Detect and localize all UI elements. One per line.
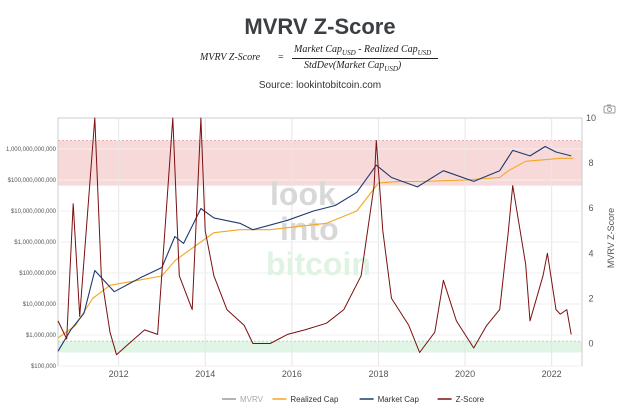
- right-axis-label: MVRV Z-Score: [606, 208, 616, 268]
- legend-item-mvrv[interactable]: MVRV: [222, 395, 264, 404]
- legend-item-realized-cap[interactable]: Realized Cap: [272, 395, 339, 404]
- legend-item-z-score[interactable]: Z-Score: [437, 395, 485, 404]
- formula-num-a: Market Cap: [294, 44, 343, 55]
- x-tick-label: 2022: [542, 369, 562, 379]
- watermark-into: into: [280, 211, 339, 247]
- x-tick-label: 2014: [195, 369, 215, 379]
- formula-den-close: ): [397, 60, 402, 71]
- y-right-tick-label: 10: [586, 113, 596, 123]
- grid-layer: [57, 117, 583, 367]
- y-left-tick-label: $1,000,000,000: [14, 240, 56, 246]
- formula-numerator: Market CapUSD - Realized CapUSD: [294, 44, 431, 57]
- formula-num-a-sub: USD: [342, 49, 356, 57]
- formula-lhs: MVRV Z-Score: [200, 52, 261, 63]
- watermark-bitcoin: bitcoin: [266, 246, 371, 282]
- y-left-tick-label: $100,000: [31, 364, 57, 370]
- x-tick-label: 2012: [109, 369, 129, 379]
- legend-label-z-score: Z-Score: [456, 395, 485, 404]
- watermark-look: look: [270, 176, 336, 212]
- x-tick-label: 2018: [368, 369, 388, 379]
- formula-denominator: StdDev(Market CapUSD): [304, 60, 401, 73]
- formula-fraction-bar: [292, 58, 438, 59]
- formula-minus: -: [355, 44, 365, 55]
- y-right-tick-label: 2: [588, 293, 593, 303]
- formula-num-b-sub: USD: [417, 49, 432, 57]
- formula-den-sub: USD: [384, 65, 398, 73]
- y-right-tick-label: 4: [588, 248, 593, 258]
- y-left-tick-label: $10,000,000,000: [11, 209, 57, 215]
- y-right-tick-label: 6: [588, 203, 593, 213]
- series-line-z-score: [57, 117, 572, 356]
- y-left-tick-label: $1,000,000: [26, 333, 57, 339]
- legend-label-realized-cap: Realized Cap: [290, 395, 339, 404]
- legend-label-market-cap: Market Cap: [378, 395, 420, 404]
- x-tick-label: 2016: [282, 369, 302, 379]
- camera-icon[interactable]: [603, 104, 616, 114]
- formula: MVRV Z-Score = Market CapUSD - Realized …: [200, 44, 440, 74]
- band-undervalued: [58, 341, 582, 353]
- formula-num-b: Realized Cap: [364, 44, 418, 55]
- y-left-tick-label: $100,000,000: [19, 271, 56, 277]
- chart-title: MVRV Z-Score: [244, 14, 396, 39]
- formula-den: StdDev(Market Cap: [304, 60, 385, 71]
- series-layer: [57, 117, 574, 356]
- legend: MVRV Realized Cap Market Cap Z-Score: [222, 395, 485, 404]
- y-left-tick-label: $10,000,000: [23, 302, 57, 308]
- y-right-tick-label: 8: [588, 158, 593, 168]
- watermark: look into bitcoin: [266, 176, 371, 282]
- y-left-tick-label: 1,000,000,000,000: [6, 147, 57, 153]
- axes-layer: 2012 2014 2016 2018 2020 2022 $100,000 $1,000,0…: [6, 113, 596, 379]
- formula-equals: =: [278, 52, 284, 63]
- y-right-tick-label: 0: [588, 338, 593, 348]
- series-line-market-cap: [57, 145, 572, 352]
- legend-item-market-cap[interactable]: Market Cap: [359, 395, 420, 404]
- source-label: Source: lookintobitcoin.com: [258, 80, 382, 91]
- y-left-tick-label: $100,000,000,000: [8, 178, 57, 184]
- legend-label-mvrv: MVRV: [240, 395, 264, 404]
- x-tick-label: 2020: [455, 369, 475, 379]
- series-line-realized-cap: [57, 157, 574, 339]
